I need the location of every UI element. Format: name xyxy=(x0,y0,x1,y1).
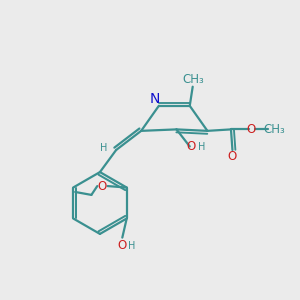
Text: O: O xyxy=(98,180,107,193)
Text: N: N xyxy=(150,92,160,106)
Text: O: O xyxy=(118,239,127,252)
Text: H: H xyxy=(128,241,135,251)
Text: O: O xyxy=(228,150,237,163)
Text: CH₃: CH₃ xyxy=(263,123,285,136)
Text: O: O xyxy=(246,123,255,136)
Text: H: H xyxy=(100,142,107,153)
Text: H: H xyxy=(198,142,206,152)
Text: O: O xyxy=(187,140,196,153)
Text: CH₃: CH₃ xyxy=(182,73,204,86)
